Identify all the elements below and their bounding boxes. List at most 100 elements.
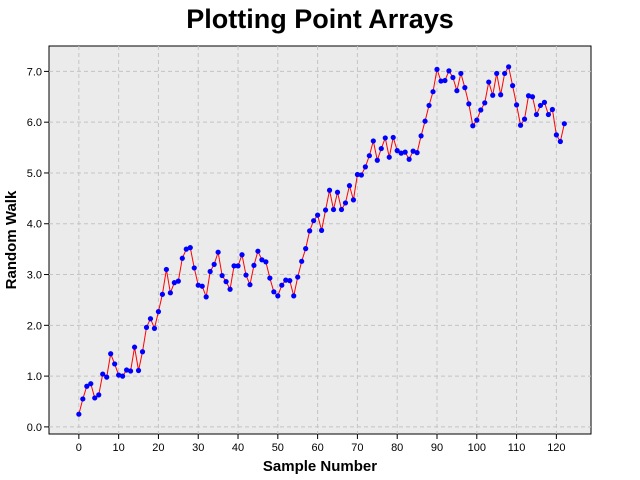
data-point: [346, 183, 353, 189]
data-point: [239, 252, 245, 258]
x-tick-label: 80: [391, 442, 403, 454]
y-tick-label: 5.0: [27, 168, 42, 180]
data-point: [155, 309, 162, 315]
data-point: [537, 102, 544, 109]
data-point: [517, 122, 524, 128]
plot-area: [48, 45, 592, 435]
data-point: [430, 89, 436, 95]
data-point: [322, 207, 329, 213]
x-tick-label: 70: [351, 442, 363, 454]
data-point: [131, 344, 138, 350]
data-point: [243, 272, 249, 278]
data-point: [80, 396, 86, 402]
data-point: [354, 171, 361, 178]
data-point: [231, 263, 237, 269]
data-point: [179, 255, 185, 261]
data-point: [315, 212, 321, 218]
data-point: [207, 268, 213, 275]
series: [76, 64, 567, 417]
data-point: [287, 278, 293, 284]
data-point: [295, 274, 301, 280]
data-point: [127, 368, 134, 374]
y-tick-label: 1.0: [27, 371, 42, 383]
x-tick-label: 120: [547, 442, 565, 454]
x-tick-label: 30: [192, 442, 204, 454]
data-point: [434, 66, 440, 72]
data-point: [378, 145, 384, 152]
data-point: [442, 77, 448, 84]
data-point: [171, 280, 177, 286]
y-tick-label: 6.0: [27, 117, 42, 129]
data-point: [330, 206, 337, 213]
data-point: [263, 259, 269, 265]
grid: [49, 46, 591, 434]
y-tick-label: 3.0: [27, 270, 42, 282]
chart-title: Plotting Point Arrays: [186, 4, 454, 34]
data-point: [195, 282, 201, 288]
data-point: [187, 245, 193, 251]
y-tick-label: 4.0: [27, 219, 42, 231]
x-tick-label: 0: [76, 442, 82, 454]
data-point: [92, 395, 98, 401]
data-point: [545, 111, 552, 118]
data-point: [227, 286, 233, 292]
data-point: [84, 383, 90, 389]
data-point: [533, 111, 540, 118]
data-point: [318, 227, 325, 233]
data-point: [259, 257, 265, 263]
data-point: [191, 265, 197, 271]
data-point: [88, 381, 94, 387]
x-tick-label: 110: [508, 442, 526, 454]
data-point: [342, 200, 349, 206]
data-point: [366, 153, 372, 159]
data-point: [299, 258, 305, 264]
data-point: [311, 218, 317, 224]
x-tick-label: 90: [431, 442, 443, 454]
data-point: [458, 70, 464, 77]
y-axis-label: Random Walk: [3, 190, 20, 289]
data-point: [438, 78, 444, 84]
data-point: [402, 149, 408, 155]
data-point: [199, 283, 205, 289]
data-point: [235, 263, 241, 269]
x-tick-label: 100: [468, 442, 486, 454]
data-point: [482, 100, 488, 106]
data-point: [557, 138, 563, 145]
data-point: [394, 148, 400, 154]
data-point: [100, 371, 106, 377]
data-point: [203, 294, 209, 300]
data-point: [159, 291, 166, 297]
data-point: [279, 282, 285, 288]
data-point: [120, 373, 126, 379]
data-point: [474, 117, 480, 123]
data-point: [506, 64, 512, 70]
data-point: [96, 392, 102, 398]
x-tick-label: 60: [311, 442, 323, 454]
data-point: [374, 157, 380, 163]
data-point: [291, 293, 297, 299]
data-point: [386, 154, 392, 160]
data-point: [549, 106, 555, 113]
data-point: [398, 150, 404, 156]
y-tick-label: 0.0: [27, 422, 42, 434]
data-point: [410, 148, 416, 154]
data-point: [255, 248, 261, 254]
data-point: [139, 349, 146, 355]
data-point: [135, 367, 142, 374]
data-point: [358, 172, 364, 178]
data-point: [247, 282, 253, 288]
data-point: [502, 70, 508, 77]
x-tick-label: 20: [152, 442, 164, 454]
data-point: [498, 92, 504, 98]
data-point: [143, 324, 150, 330]
data-point: [454, 88, 460, 94]
data-point: [525, 93, 532, 99]
data-point: [418, 133, 424, 139]
data-point: [338, 206, 345, 213]
data-point: [561, 121, 567, 127]
data-point: [147, 316, 154, 322]
data-point: [478, 107, 484, 113]
data-point: [251, 262, 257, 268]
data-point: [426, 102, 432, 109]
data-point: [422, 118, 428, 124]
